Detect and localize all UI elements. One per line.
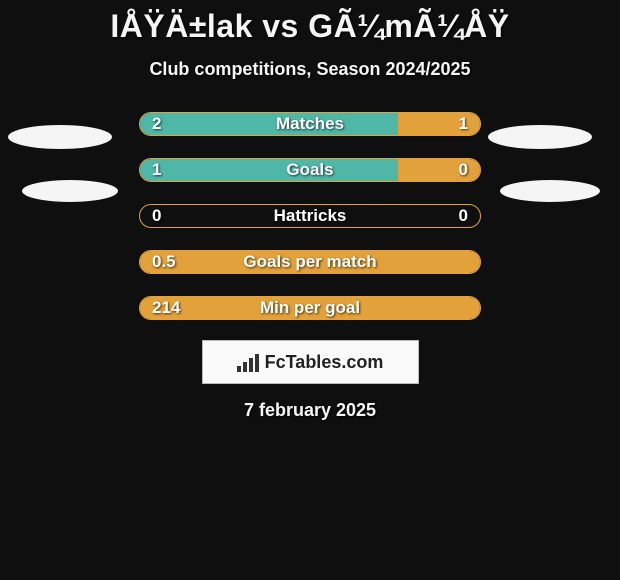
stat-value-right: 0	[459, 205, 468, 228]
stat-row: 1Goals0	[139, 158, 481, 182]
attribution-badge[interactable]: FcTables.com	[202, 340, 419, 384]
date-label: 7 february 2025	[0, 400, 620, 421]
attribution-text: FcTables.com	[265, 352, 384, 373]
stat-value-right: 0	[459, 159, 468, 182]
stat-row: 0.5Goals per match	[139, 250, 481, 274]
bar-chart-icon	[237, 352, 259, 372]
stat-label: Goals	[140, 159, 480, 182]
stat-label: Min per goal	[140, 297, 480, 320]
stat-value-right: 1	[459, 113, 468, 136]
stat-label: Goals per match	[140, 251, 480, 274]
team-logo-placeholder	[488, 125, 592, 149]
stat-row: 214Min per goal	[139, 296, 481, 320]
page-title: IÅŸÄ±lak vs GÃ¼mÃ¼ÅŸ	[0, 0, 620, 45]
stat-label: Matches	[140, 113, 480, 136]
season-subtitle: Club competitions, Season 2024/2025	[0, 59, 620, 80]
stats-panel: 2Matches11Goals00Hattricks00.5Goals per …	[139, 112, 481, 320]
stat-label: Hattricks	[140, 205, 480, 228]
team-logo-placeholder	[500, 180, 600, 202]
team-logo-placeholder	[8, 125, 112, 149]
stat-row: 0Hattricks0	[139, 204, 481, 228]
team-logo-placeholder	[22, 180, 118, 202]
stat-row: 2Matches1	[139, 112, 481, 136]
